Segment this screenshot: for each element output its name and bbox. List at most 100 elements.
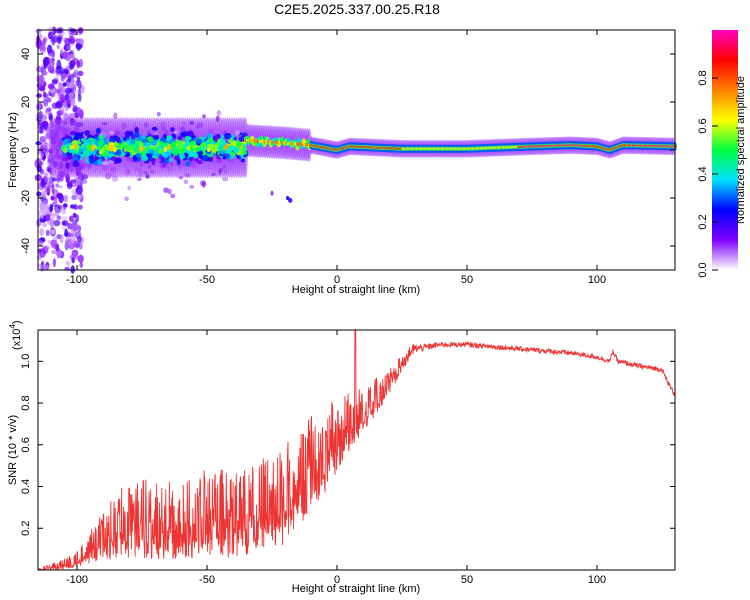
spectrogram-cell <box>44 146 48 157</box>
spectrogram-cell <box>43 213 51 222</box>
spectrogram-cell <box>51 177 58 182</box>
spectrogram-cell <box>38 75 45 86</box>
spectrogram-cell <box>199 146 206 152</box>
spectrogram-cell <box>196 139 203 144</box>
spectrogram-cell <box>189 140 197 147</box>
spectrogram-cell <box>187 150 195 158</box>
spectrogram-cell <box>71 188 76 197</box>
spectrogram-cell <box>47 83 55 90</box>
spectrogram-cell <box>61 157 69 162</box>
spectrogram-cell <box>148 149 155 154</box>
colorbar-tick-label: 0.4 <box>697 166 709 181</box>
spectrogram-cell <box>64 105 69 112</box>
spectrogram-cell <box>65 260 71 266</box>
spectrogram-cell <box>217 138 221 146</box>
spectrogram-cell <box>82 149 89 157</box>
spectrogram-cell <box>76 60 81 69</box>
spectrogram-cell <box>66 80 74 89</box>
spectrogram-cell <box>41 190 48 197</box>
snr-x-tick-label: -100 <box>66 574 88 586</box>
spectrogram-cell <box>72 136 79 141</box>
spectrogram-cell <box>59 234 64 244</box>
spectrogram-cell <box>64 38 71 46</box>
spectrogram-cell <box>50 239 58 247</box>
spectrogram-cell <box>187 130 194 138</box>
colorbar-tick-label: 0.8 <box>697 70 709 85</box>
spectrogram-cell <box>115 136 121 143</box>
spectrogram-cell <box>39 227 44 237</box>
snr-y-tick-label: 0.4 <box>20 479 32 494</box>
spectrogram-cell <box>64 87 71 95</box>
spectrogram-cell <box>98 134 105 140</box>
spectrogram-cell <box>231 140 237 145</box>
snr-x-tick-label: 50 <box>461 574 473 586</box>
snr-multiplier-close: ) <box>11 320 23 324</box>
figure-title: C2E5.2025.337.00.25.R18 <box>274 1 440 17</box>
spectrogram-cell <box>44 204 50 213</box>
spectrogram-cell <box>225 153 231 159</box>
spectrogram-cell <box>65 162 70 169</box>
spectrogram-cell <box>44 264 50 270</box>
spectrogram-cell <box>127 185 132 191</box>
spectrogram-cell <box>230 151 236 157</box>
spectrogram-x-tick-label: 0 <box>334 274 340 286</box>
spectrogram-cell <box>146 136 154 143</box>
spectrogram-cell <box>40 177 45 187</box>
spectrogram-cell <box>167 188 172 195</box>
spectrogram-cell <box>72 212 77 218</box>
spectrogram-cell <box>270 190 274 196</box>
spectrogram-cell <box>75 178 81 185</box>
spectrogram-cell <box>183 179 189 185</box>
spectrogram-cell <box>62 203 68 208</box>
spectrogram-cell <box>49 203 54 213</box>
spectrogram-cell <box>43 142 49 149</box>
spectrogram-cell <box>40 152 44 158</box>
spectrogram-cell <box>73 68 79 77</box>
colorbar-tick-label: 0.0 <box>697 262 709 277</box>
spectrogram-cell <box>124 130 131 138</box>
spectrogram-cell <box>36 65 42 73</box>
spectrogram-cell <box>76 192 83 200</box>
spectrogram-cell <box>193 151 198 159</box>
spectrogram-cell <box>78 242 83 250</box>
snr-x-tick-label: -50 <box>199 574 215 586</box>
spectrogram-cell <box>64 69 69 75</box>
spectrogram-cell <box>200 180 206 187</box>
spectrogram-cell <box>69 144 74 150</box>
spectrogram-cell <box>151 157 156 165</box>
spectrogram-cell <box>39 45 46 51</box>
snr-y-tick-label: 0.6 <box>20 437 32 452</box>
spectrogram-cell <box>159 140 164 147</box>
spectrogram-cell <box>77 70 84 77</box>
spectrogram-cell <box>67 186 72 190</box>
spectrogram-cell <box>36 191 42 197</box>
spectrogram-x-tick-label: -50 <box>199 274 215 286</box>
spectrogram-cell <box>38 180 45 191</box>
spectrogram-cell <box>71 85 77 95</box>
spectrogram-panel: -100 -50 0 50 100 -40 -20 0 20 40 Height of stra… <box>7 26 677 296</box>
spectrogram-cell <box>50 229 56 234</box>
spectrogram-cell <box>118 132 126 139</box>
spectrogram-cell <box>72 156 79 161</box>
spectrogram-cell <box>103 144 110 151</box>
spectrogram-cell <box>155 158 162 163</box>
spectrogram-cell <box>133 146 139 154</box>
spectrogram-cell <box>70 97 76 107</box>
spectrogram-cell <box>45 229 50 237</box>
spectrogram-cell <box>50 212 56 219</box>
spectrogram-cell <box>185 160 191 167</box>
spectrogram-cell <box>141 155 149 162</box>
snr-y-label: SNR (10 * v/v) <box>7 415 19 485</box>
spectrogram-cell <box>63 204 67 210</box>
spectrogram-cell <box>68 53 75 59</box>
spectrogram-cell <box>236 142 243 148</box>
spectrogram-x-tick-label: -100 <box>66 274 88 286</box>
spectrogram-cell <box>170 127 175 132</box>
spectrogram-cell <box>101 161 110 166</box>
spectrogram-cell <box>112 146 117 153</box>
spectrogram-cell <box>58 193 64 204</box>
spectrogram-cell <box>108 137 116 143</box>
spectrogram-cell <box>57 185 63 189</box>
spectrogram-cell <box>44 185 51 193</box>
spectrogram-cell <box>72 143 78 150</box>
